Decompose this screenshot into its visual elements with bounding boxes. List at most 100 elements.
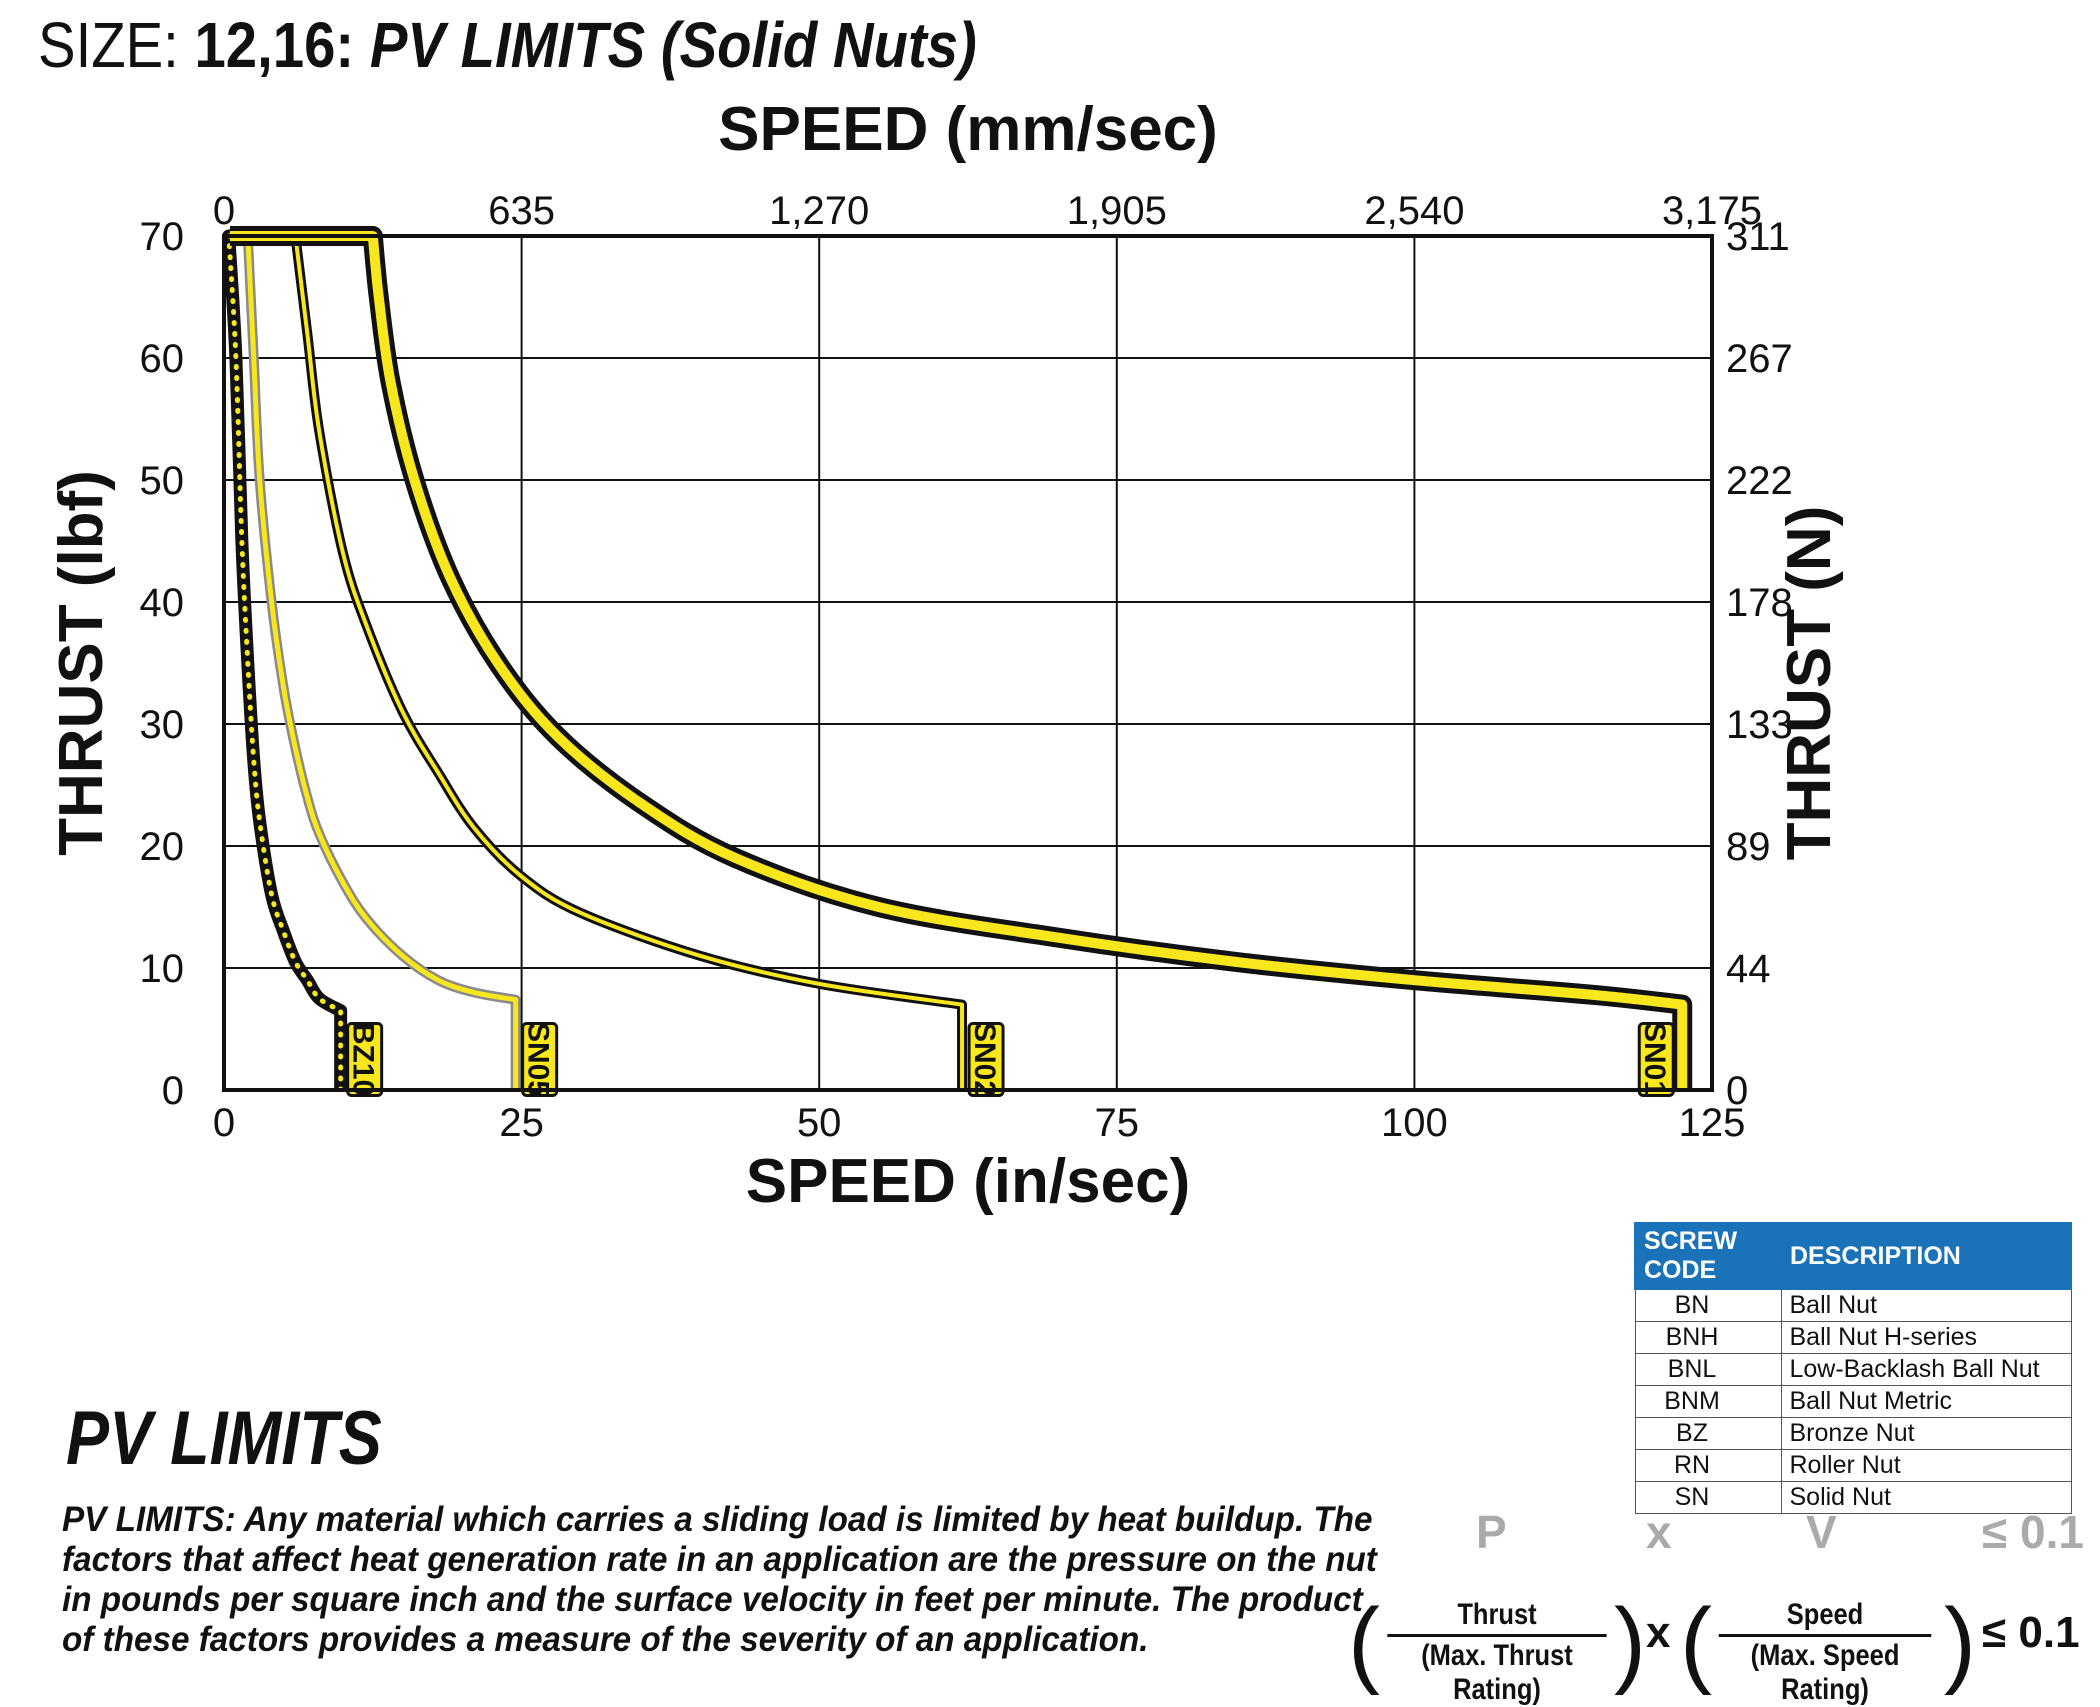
table-row: BN Ball Nut xyxy=(1634,1288,2072,1322)
y-tick-label: 60 xyxy=(140,337,185,381)
y2-tick-label: 311 xyxy=(1726,215,1790,259)
curves: BZ10 SN05 SN02 SN01 xyxy=(222,226,1693,1097)
curve-label-tag xyxy=(521,1022,559,1097)
screw-code: SN xyxy=(1634,1481,1782,1514)
curve-line-sn02 xyxy=(230,231,968,1090)
table-row: BNM Ball Nut Metric xyxy=(1634,1385,2072,1418)
screw-code: BN xyxy=(1634,1288,1782,1322)
pv-heading: PV LIMITS xyxy=(66,1396,382,1481)
formula-v: V xyxy=(1806,1506,1837,1558)
page-title: SIZE: 12,16: PV LIMITS (Solid Nuts) xyxy=(38,8,977,82)
table-header-row: SCREW CODE DESCRIPTION xyxy=(1634,1222,2072,1290)
x2-tick-label: 2,540 xyxy=(1364,189,1464,233)
x-tick-label: 100 xyxy=(1381,1101,1448,1145)
x2-tick-label: 0 xyxy=(213,189,235,233)
formula-p: P xyxy=(1476,1506,1507,1558)
curve-label-sn01: SN01 xyxy=(1637,1022,1675,1097)
y2-tick-label: 178 xyxy=(1726,581,1793,625)
grid xyxy=(224,236,1712,1090)
screw-code: BNH xyxy=(1634,1321,1782,1354)
y2-tick-label: 222 xyxy=(1726,459,1793,503)
curve-label-tag xyxy=(967,1022,1005,1097)
screw-code: BZ xyxy=(1634,1417,1782,1450)
x-tick-label: 75 xyxy=(1095,1101,1140,1145)
screw-description: Ball Nut xyxy=(1780,1288,2072,1322)
y-tick-label: 50 xyxy=(140,459,185,503)
curve-label-text: BZ10 xyxy=(347,1023,380,1096)
x2-axis-title: SPEED (mm/sec) xyxy=(718,95,1218,164)
formula-limit-2: ≤ 0.1 xyxy=(1982,1608,2080,1657)
screw-description: Bronze Nut xyxy=(1780,1417,2072,1450)
speed-denominator: (Max. Speed Rating) xyxy=(1750,1639,1900,1706)
curve-line-sn02 xyxy=(230,234,965,1090)
header-screw-code: SCREW CODE xyxy=(1634,1222,1782,1290)
table-row: BNL Low-Backlash Ball Nut xyxy=(1634,1353,2072,1386)
close-paren-1: ) xyxy=(1614,1589,1646,1696)
curve-sn02: SN02 xyxy=(230,231,1005,1097)
y-axis-title: THRUST (lbf) xyxy=(47,470,116,856)
frame xyxy=(222,234,1714,1092)
curve-bz10: BZ10 xyxy=(222,229,384,1097)
thrust-numerator: Thrust xyxy=(1387,1598,1607,1637)
screw-description: Low-Backlash Ball Nut xyxy=(1780,1353,2072,1386)
size-codes: 12,16: xyxy=(194,9,355,81)
curve-label-text: SN02 xyxy=(968,1022,1001,1097)
pv-description: PV LIMITS: Any material which carries a … xyxy=(62,1500,1377,1659)
formula-times: x xyxy=(1646,1608,1671,1657)
x-tick-label: 0 xyxy=(213,1101,235,1145)
curve-line-sn01 xyxy=(230,226,1693,1090)
curve-line-sn05 xyxy=(230,231,521,1090)
speed-fraction: Speed (Max. Speed Rating) xyxy=(1718,1598,1932,1707)
x2-tick-label: 635 xyxy=(488,189,555,233)
speed-numerator: Speed xyxy=(1718,1598,1932,1637)
plot-frame xyxy=(222,234,1714,1092)
curve-label-tag xyxy=(1637,1022,1675,1097)
curve-sn01: SN01 xyxy=(230,226,1693,1097)
table-row: SN Solid Nut xyxy=(1634,1481,2072,1514)
open-paren-1: ( xyxy=(1348,1589,1380,1696)
x-axis-title: SPEED (in/sec) xyxy=(746,1147,1190,1216)
screw-description: Roller Nut xyxy=(1780,1449,2072,1482)
y2-tick-label: 0 xyxy=(1726,1069,1748,1113)
curve-label-sn05: SN05 xyxy=(521,1022,559,1097)
curve-line-bz10 xyxy=(222,229,348,1090)
curve-sn05: SN05 xyxy=(230,231,559,1097)
header-description: DESCRIPTION xyxy=(1780,1222,2072,1290)
screw-code: BNM xyxy=(1634,1385,1782,1418)
screw-description: Solid Nut xyxy=(1780,1481,2072,1514)
y-tick-label: 40 xyxy=(140,581,185,625)
y2-tick-label: 44 xyxy=(1726,947,1771,991)
thrust-fraction: Thrust (Max. Thrust Rating) xyxy=(1387,1598,1607,1707)
screw-description: Ball Nut H-series xyxy=(1780,1321,2072,1354)
x2-tick-label: 1,270 xyxy=(769,189,869,233)
screw-code: BNL xyxy=(1634,1353,1782,1386)
curve-line-sn05 xyxy=(230,233,519,1090)
formula-limit: ≤ 0.1 xyxy=(1982,1506,2084,1558)
table-row: BZ Bronze Nut xyxy=(1634,1417,2072,1450)
thrust-denominator: (Max. Thrust Rating) xyxy=(1421,1639,1573,1706)
y-tick-label: 30 xyxy=(140,703,185,747)
curve-line-sn01 xyxy=(230,231,1688,1090)
formula-x: x xyxy=(1646,1506,1672,1558)
screw-code-table: SCREW CODE DESCRIPTION BN Ball Nut BNH Bal… xyxy=(1634,1222,2072,1514)
chart-title: PV LIMITS (Solid Nuts) xyxy=(369,9,977,81)
y-tick-label: 10 xyxy=(140,947,185,991)
y2-tick-label: 89 xyxy=(1726,825,1771,869)
y2-tick-label: 133 xyxy=(1726,703,1793,747)
x-tick-label: 50 xyxy=(797,1101,842,1145)
y2-tick-label: 267 xyxy=(1726,337,1793,381)
y2-axis-title: THRUST (N) xyxy=(1775,506,1844,861)
y-tick-label: 70 xyxy=(140,215,185,259)
y-tick-label: 20 xyxy=(140,825,185,869)
curve-label-sn02: SN02 xyxy=(967,1022,1005,1097)
x2-tick-label: 1,905 xyxy=(1067,189,1167,233)
y-tick-label: 0 xyxy=(162,1069,184,1113)
curve-label-text: SN01 xyxy=(1638,1022,1671,1097)
table-row: RN Roller Nut xyxy=(1634,1449,2072,1482)
curve-label-tag xyxy=(346,1022,384,1097)
screw-code: RN xyxy=(1634,1449,1782,1482)
close-paren-2: ) xyxy=(1944,1589,1976,1696)
curve-label-bz10: BZ10 xyxy=(346,1022,384,1097)
